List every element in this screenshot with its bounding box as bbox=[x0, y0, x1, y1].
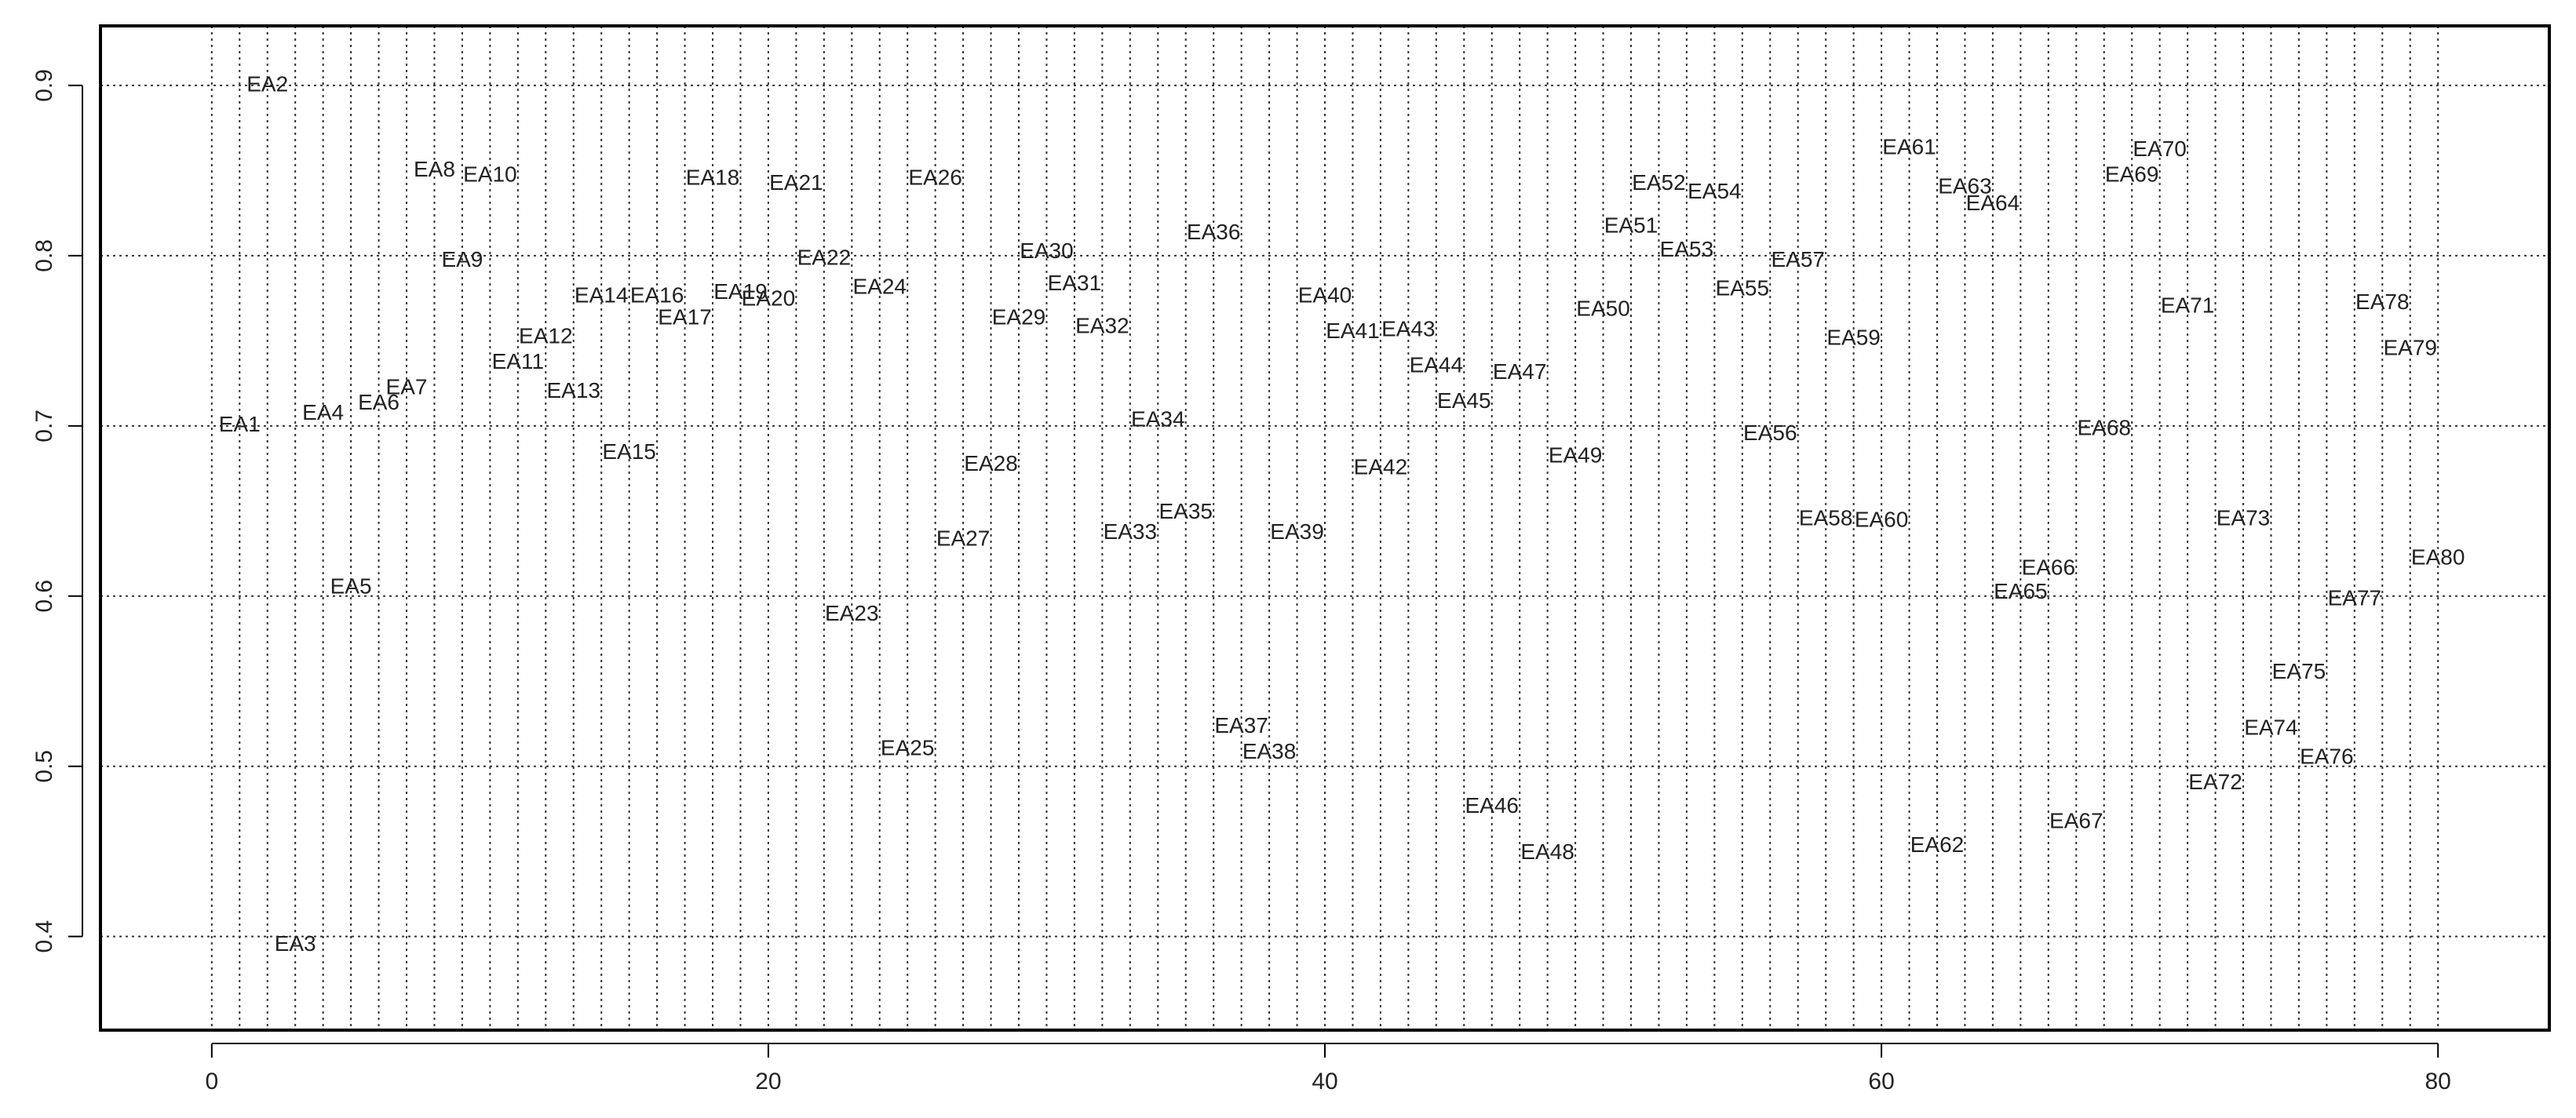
point-label: EA75 bbox=[2272, 659, 2326, 683]
point-label: EA21 bbox=[769, 170, 823, 195]
point-label: EA2 bbox=[246, 71, 288, 96]
point-label: EA73 bbox=[2217, 506, 2271, 530]
point-label: EA18 bbox=[686, 166, 740, 190]
point-label: EA20 bbox=[742, 286, 796, 311]
point-label: EA19 bbox=[713, 279, 768, 304]
point-label: EA11 bbox=[492, 349, 544, 373]
point-label: EA38 bbox=[1242, 739, 1297, 763]
point-label: EA79 bbox=[2383, 336, 2437, 360]
x-tick-label: 40 bbox=[1312, 1069, 1337, 1094]
point-label: EA4 bbox=[302, 400, 344, 424]
point-label: EA26 bbox=[908, 166, 962, 190]
point-label: EA27 bbox=[936, 526, 991, 551]
point-label: EA76 bbox=[2300, 744, 2354, 768]
point-label: EA54 bbox=[1688, 179, 1742, 203]
point-label: EA32 bbox=[1075, 313, 1129, 337]
point-label: EA59 bbox=[1826, 326, 1881, 350]
axes: 0 20 40 60 80 0.4 0.5 0.6 0.7 0.8 0.9 bbox=[31, 24, 2551, 1094]
point-label: EA69 bbox=[2105, 162, 2159, 186]
point-label: EA50 bbox=[1576, 297, 1630, 321]
point-label: EA3 bbox=[275, 931, 316, 956]
point-label: EA60 bbox=[1855, 508, 1909, 532]
point-label: EA52 bbox=[1632, 170, 1686, 195]
point-label: EA66 bbox=[2022, 555, 2076, 579]
point-label: EA41 bbox=[1326, 319, 1380, 343]
x-tick-label: 60 bbox=[1868, 1069, 1894, 1094]
point-label: EA42 bbox=[1354, 454, 1408, 479]
point-label: EA29 bbox=[992, 305, 1046, 330]
plot-frame bbox=[99, 24, 2551, 1032]
point-label: EA33 bbox=[1104, 519, 1158, 544]
point-label: EA61 bbox=[1882, 135, 1936, 159]
point-label: EA28 bbox=[964, 451, 1018, 475]
point-label: EA34 bbox=[1131, 407, 1185, 432]
x-tick-label: 20 bbox=[755, 1069, 781, 1094]
point-label: EA45 bbox=[1437, 388, 1491, 413]
point-label: EA22 bbox=[797, 246, 852, 270]
point-label: EA70 bbox=[2133, 137, 2187, 161]
point-label: EA65 bbox=[1994, 579, 2048, 603]
x-tick-label: 80 bbox=[2425, 1069, 2450, 1094]
point-label: EA56 bbox=[1743, 421, 1797, 445]
y-tick-label: 0.4 bbox=[31, 920, 57, 953]
point-label: EA47 bbox=[1493, 359, 1547, 384]
point-label: EA7 bbox=[386, 374, 428, 399]
point-label: EA63 bbox=[1938, 173, 1992, 198]
point-label: EA37 bbox=[1214, 713, 1268, 737]
point-label: EA39 bbox=[1270, 519, 1324, 544]
point-label: EA55 bbox=[1716, 276, 1770, 300]
point-label: EA14 bbox=[575, 282, 629, 307]
point-label: EA25 bbox=[881, 735, 935, 759]
grid-lines bbox=[100, 26, 2549, 1030]
point-label: EA53 bbox=[1660, 237, 1714, 261]
point-label: EA15 bbox=[602, 439, 656, 464]
point-labels: EA1EA2EA3EA4EA5EA6EA7EA8EA9EA10EA11EA12E… bbox=[219, 71, 2465, 956]
point-label: EA44 bbox=[1410, 352, 1464, 377]
point-label: EA30 bbox=[1020, 239, 1074, 263]
y-tick-label: 0.9 bbox=[31, 69, 57, 102]
y-tick-label: 0.5 bbox=[31, 750, 57, 783]
point-label: EA78 bbox=[2355, 290, 2410, 314]
point-label: EA58 bbox=[1799, 506, 1853, 530]
point-label: EA17 bbox=[658, 305, 712, 330]
point-label: EA51 bbox=[1604, 213, 1658, 237]
point-label: EA74 bbox=[2244, 715, 2298, 739]
point-label: EA68 bbox=[2077, 416, 2131, 440]
point-label: EA72 bbox=[2188, 770, 2242, 794]
point-label: EA9 bbox=[441, 247, 483, 271]
point-label: EA77 bbox=[2328, 586, 2382, 610]
x-tick-label: 0 bbox=[205, 1069, 218, 1094]
y-tick-label: 0.6 bbox=[31, 580, 57, 613]
point-label: EA1 bbox=[219, 412, 261, 436]
point-label: EA62 bbox=[1910, 832, 1965, 857]
point-label: EA23 bbox=[825, 601, 879, 625]
y-tick-label: 0.8 bbox=[31, 239, 57, 272]
y-tick-label: 0.7 bbox=[31, 410, 57, 442]
point-label: EA71 bbox=[2161, 293, 2215, 317]
point-label: EA6 bbox=[358, 390, 400, 414]
point-label: EA12 bbox=[519, 323, 573, 348]
point-label: EA8 bbox=[414, 157, 455, 181]
point-label: EA48 bbox=[1520, 839, 1574, 864]
point-label: EA10 bbox=[463, 162, 517, 186]
point-label: EA80 bbox=[2411, 544, 2465, 569]
point-label: EA36 bbox=[1187, 220, 1241, 244]
point-label: EA24 bbox=[852, 274, 907, 298]
point-label: EA67 bbox=[2049, 809, 2103, 833]
point-label: EA31 bbox=[1048, 271, 1102, 295]
point-label: EA43 bbox=[1381, 317, 1436, 341]
point-label: EA40 bbox=[1298, 282, 1352, 307]
point-label: EA64 bbox=[1966, 191, 2020, 215]
point-label: EA13 bbox=[546, 378, 600, 402]
point-label: EA49 bbox=[1549, 442, 1603, 467]
point-label: EA57 bbox=[1771, 247, 1825, 271]
point-label: EA35 bbox=[1158, 499, 1213, 523]
point-label: EA5 bbox=[330, 574, 372, 598]
point-label: EA16 bbox=[630, 282, 684, 307]
point-label: EA46 bbox=[1465, 793, 1519, 818]
